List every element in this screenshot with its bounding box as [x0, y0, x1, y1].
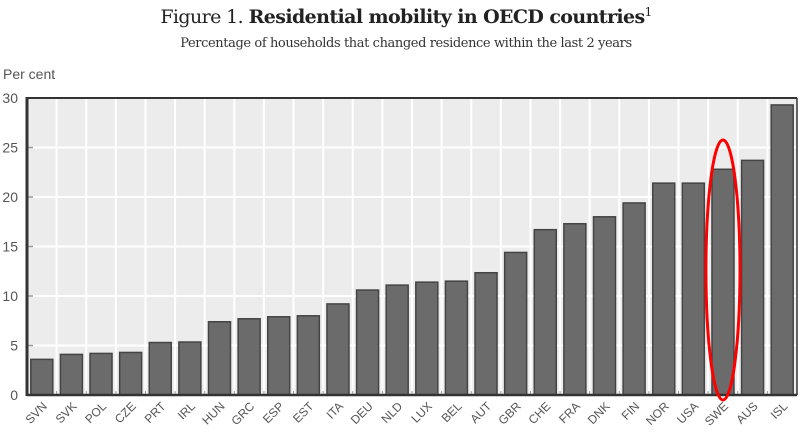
- bar-dnk: [592, 216, 617, 396]
- x-tick-label: PRT: [142, 399, 169, 426]
- x-tick-label: BEL: [439, 399, 465, 425]
- bar-lux: [415, 281, 439, 396]
- x-tick-label: USA: [674, 399, 701, 426]
- y-tick-label: 0: [10, 387, 18, 403]
- title-footnote: 1: [644, 5, 653, 19]
- chart-subtitle: Percentage of households that changed re…: [180, 36, 632, 51]
- x-tick-label: SWE: [702, 399, 731, 428]
- y-tick-label: 15: [2, 239, 18, 255]
- x-tick-label: NOR: [643, 399, 672, 428]
- x-tick-label: GBR: [495, 399, 524, 428]
- bar-isl: [770, 104, 794, 396]
- y-tick-label: 5: [10, 338, 18, 354]
- bar-grc: [237, 318, 261, 396]
- bar-fra: [563, 222, 587, 396]
- x-tick-label: HUN: [199, 399, 227, 427]
- x-tick-label: NLD: [378, 399, 405, 426]
- x-tick-label: SVN: [23, 399, 50, 426]
- bar-che: [533, 228, 558, 396]
- y-axis-label: Per cent: [3, 66, 55, 82]
- bar-bel: [444, 280, 469, 396]
- bar-gbr: [503, 251, 528, 396]
- bar-est: [296, 315, 321, 396]
- x-tick-label: LUX: [409, 399, 435, 425]
- x-tick-label: ESP: [260, 399, 287, 426]
- bar-irl: [178, 341, 202, 396]
- x-tick-label: AUT: [467, 399, 494, 426]
- x-tick-label: ITA: [324, 399, 346, 421]
- bar-ita: [326, 303, 350, 396]
- x-tick-label: AUS: [733, 399, 760, 426]
- x-tick-label: GRC: [228, 399, 257, 428]
- x-tick-label: POL: [82, 399, 109, 426]
- plot-area: 0 5 10 15 20 25 30 SVN SVK POL CZE PRT IRL HUN GRC ESP E…: [2, 90, 798, 428]
- highlight-ellipse: [704, 138, 742, 402]
- y-tick-label: 20: [2, 189, 18, 205]
- chart-title: Figure 1. Residential mobility in OECD c…: [0, 5, 812, 28]
- figure-label: Figure 1.: [160, 6, 244, 28]
- bar-pol: [89, 352, 113, 396]
- bar-aut: [474, 271, 498, 396]
- bar-hun: [207, 320, 232, 396]
- bar-svn: [30, 358, 54, 396]
- bar-deu: [355, 289, 380, 396]
- bar-fin: [622, 202, 646, 396]
- x-tick-label: SVK: [53, 399, 80, 426]
- bar-cze: [118, 351, 143, 396]
- x-tick-label: EST: [290, 399, 317, 426]
- bar-prt: [148, 341, 173, 396]
- title-text: Residential mobility in OECD countries: [248, 6, 646, 28]
- y-tick-label: 10: [2, 288, 18, 304]
- y-tick-label: 25: [2, 140, 18, 156]
- bar-esp: [266, 316, 291, 396]
- bar-svk: [59, 353, 84, 396]
- x-tick-label: DEU: [348, 399, 376, 427]
- bar-aus: [740, 159, 765, 396]
- y-tick-label: 30: [2, 90, 18, 106]
- x-tick-label: CHE: [526, 399, 554, 427]
- bar-usa: [681, 182, 706, 396]
- bar-nld: [385, 284, 409, 396]
- x-tick-label: DNK: [585, 399, 613, 427]
- bar-swe: [711, 168, 735, 396]
- x-tick-label: CZE: [112, 399, 139, 426]
- x-tick-label: ISL: [768, 399, 791, 422]
- x-tick-label: FIN: [619, 399, 643, 423]
- x-tick-label: FRA: [556, 399, 583, 426]
- bar-nor: [651, 182, 676, 396]
- x-tick-label: IRL: [175, 399, 198, 422]
